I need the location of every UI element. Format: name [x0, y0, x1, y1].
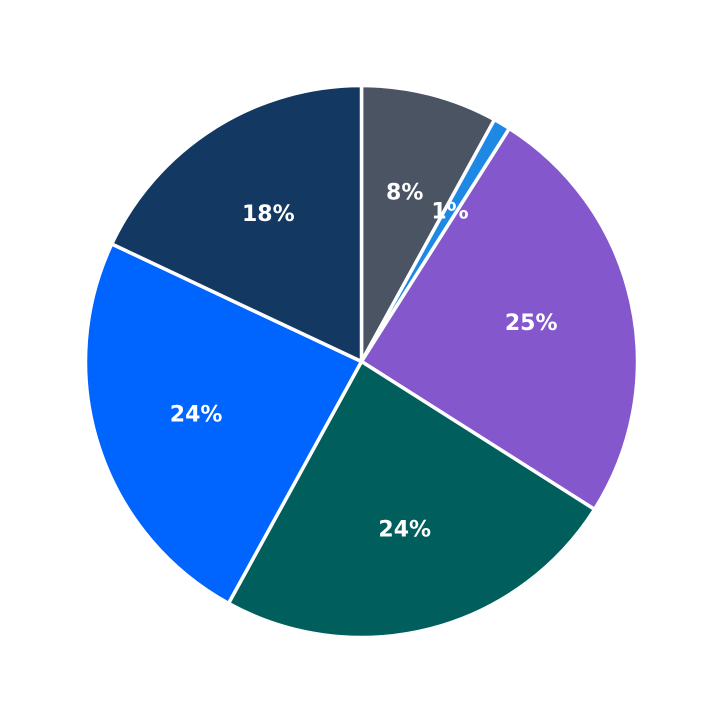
pie-slice-label-5: 18% — [242, 202, 295, 227]
pie-slice-0 — [359, 83, 497, 364]
pie-slice-4 — [83, 242, 364, 606]
pie-slice-label-1: 1% — [431, 199, 468, 224]
pie-labels: 8% 1% 25% 24% 24% 18% — [170, 181, 558, 543]
pie-slice-5 — [110, 83, 364, 364]
pie-slice-3 — [226, 359, 597, 640]
pie-slice-label-2: 25% — [505, 311, 558, 336]
pie-slice-label-4: 24% — [170, 403, 223, 428]
pie-slices — [83, 83, 640, 640]
pie-slice-label-3: 24% — [378, 517, 431, 542]
pie-slice-2 — [359, 126, 640, 512]
pie-slice-label-0: 8% — [386, 181, 423, 206]
